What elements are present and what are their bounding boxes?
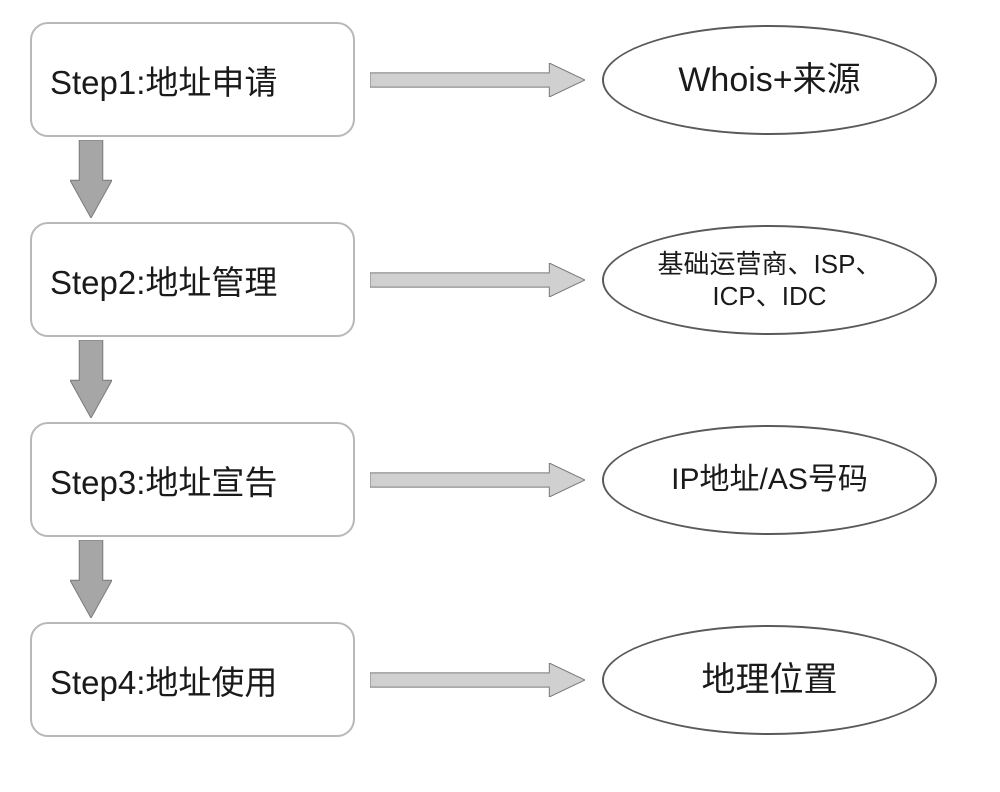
step3-box: Step3:地址宣告: [30, 422, 355, 537]
arrow-down-icon: [70, 540, 112, 618]
out3-label: IP地址/AS号码: [671, 461, 868, 499]
step2-box: Step2:地址管理: [30, 222, 355, 337]
arrow-down-icon: [70, 140, 112, 218]
out1-label: Whois+来源: [678, 59, 860, 102]
step1-label: Step1:地址申请: [50, 56, 277, 104]
step1-box: Step1:地址申请: [30, 22, 355, 137]
out2-ellipse: 基础运营商、ISP、 ICP、IDC: [602, 225, 937, 335]
out2-label: 基础运营商、ISP、 ICP、IDC: [658, 248, 882, 313]
step4-label: Step4:地址使用: [50, 656, 277, 704]
arrow-right-icon: [370, 63, 585, 97]
step3-label: Step3:地址宣告: [50, 456, 277, 504]
arrow-right-icon: [370, 463, 585, 497]
out4-ellipse: 地理位置: [602, 625, 937, 735]
out3-ellipse: IP地址/AS号码: [602, 425, 937, 535]
arrow-right-icon: [370, 663, 585, 697]
step2-label: Step2:地址管理: [50, 256, 277, 304]
arrow-down-icon: [70, 340, 112, 418]
out4-label: 地理位置: [702, 659, 838, 702]
step4-box: Step4:地址使用: [30, 622, 355, 737]
out1-ellipse: Whois+来源: [602, 25, 937, 135]
arrow-right-icon: [370, 263, 585, 297]
